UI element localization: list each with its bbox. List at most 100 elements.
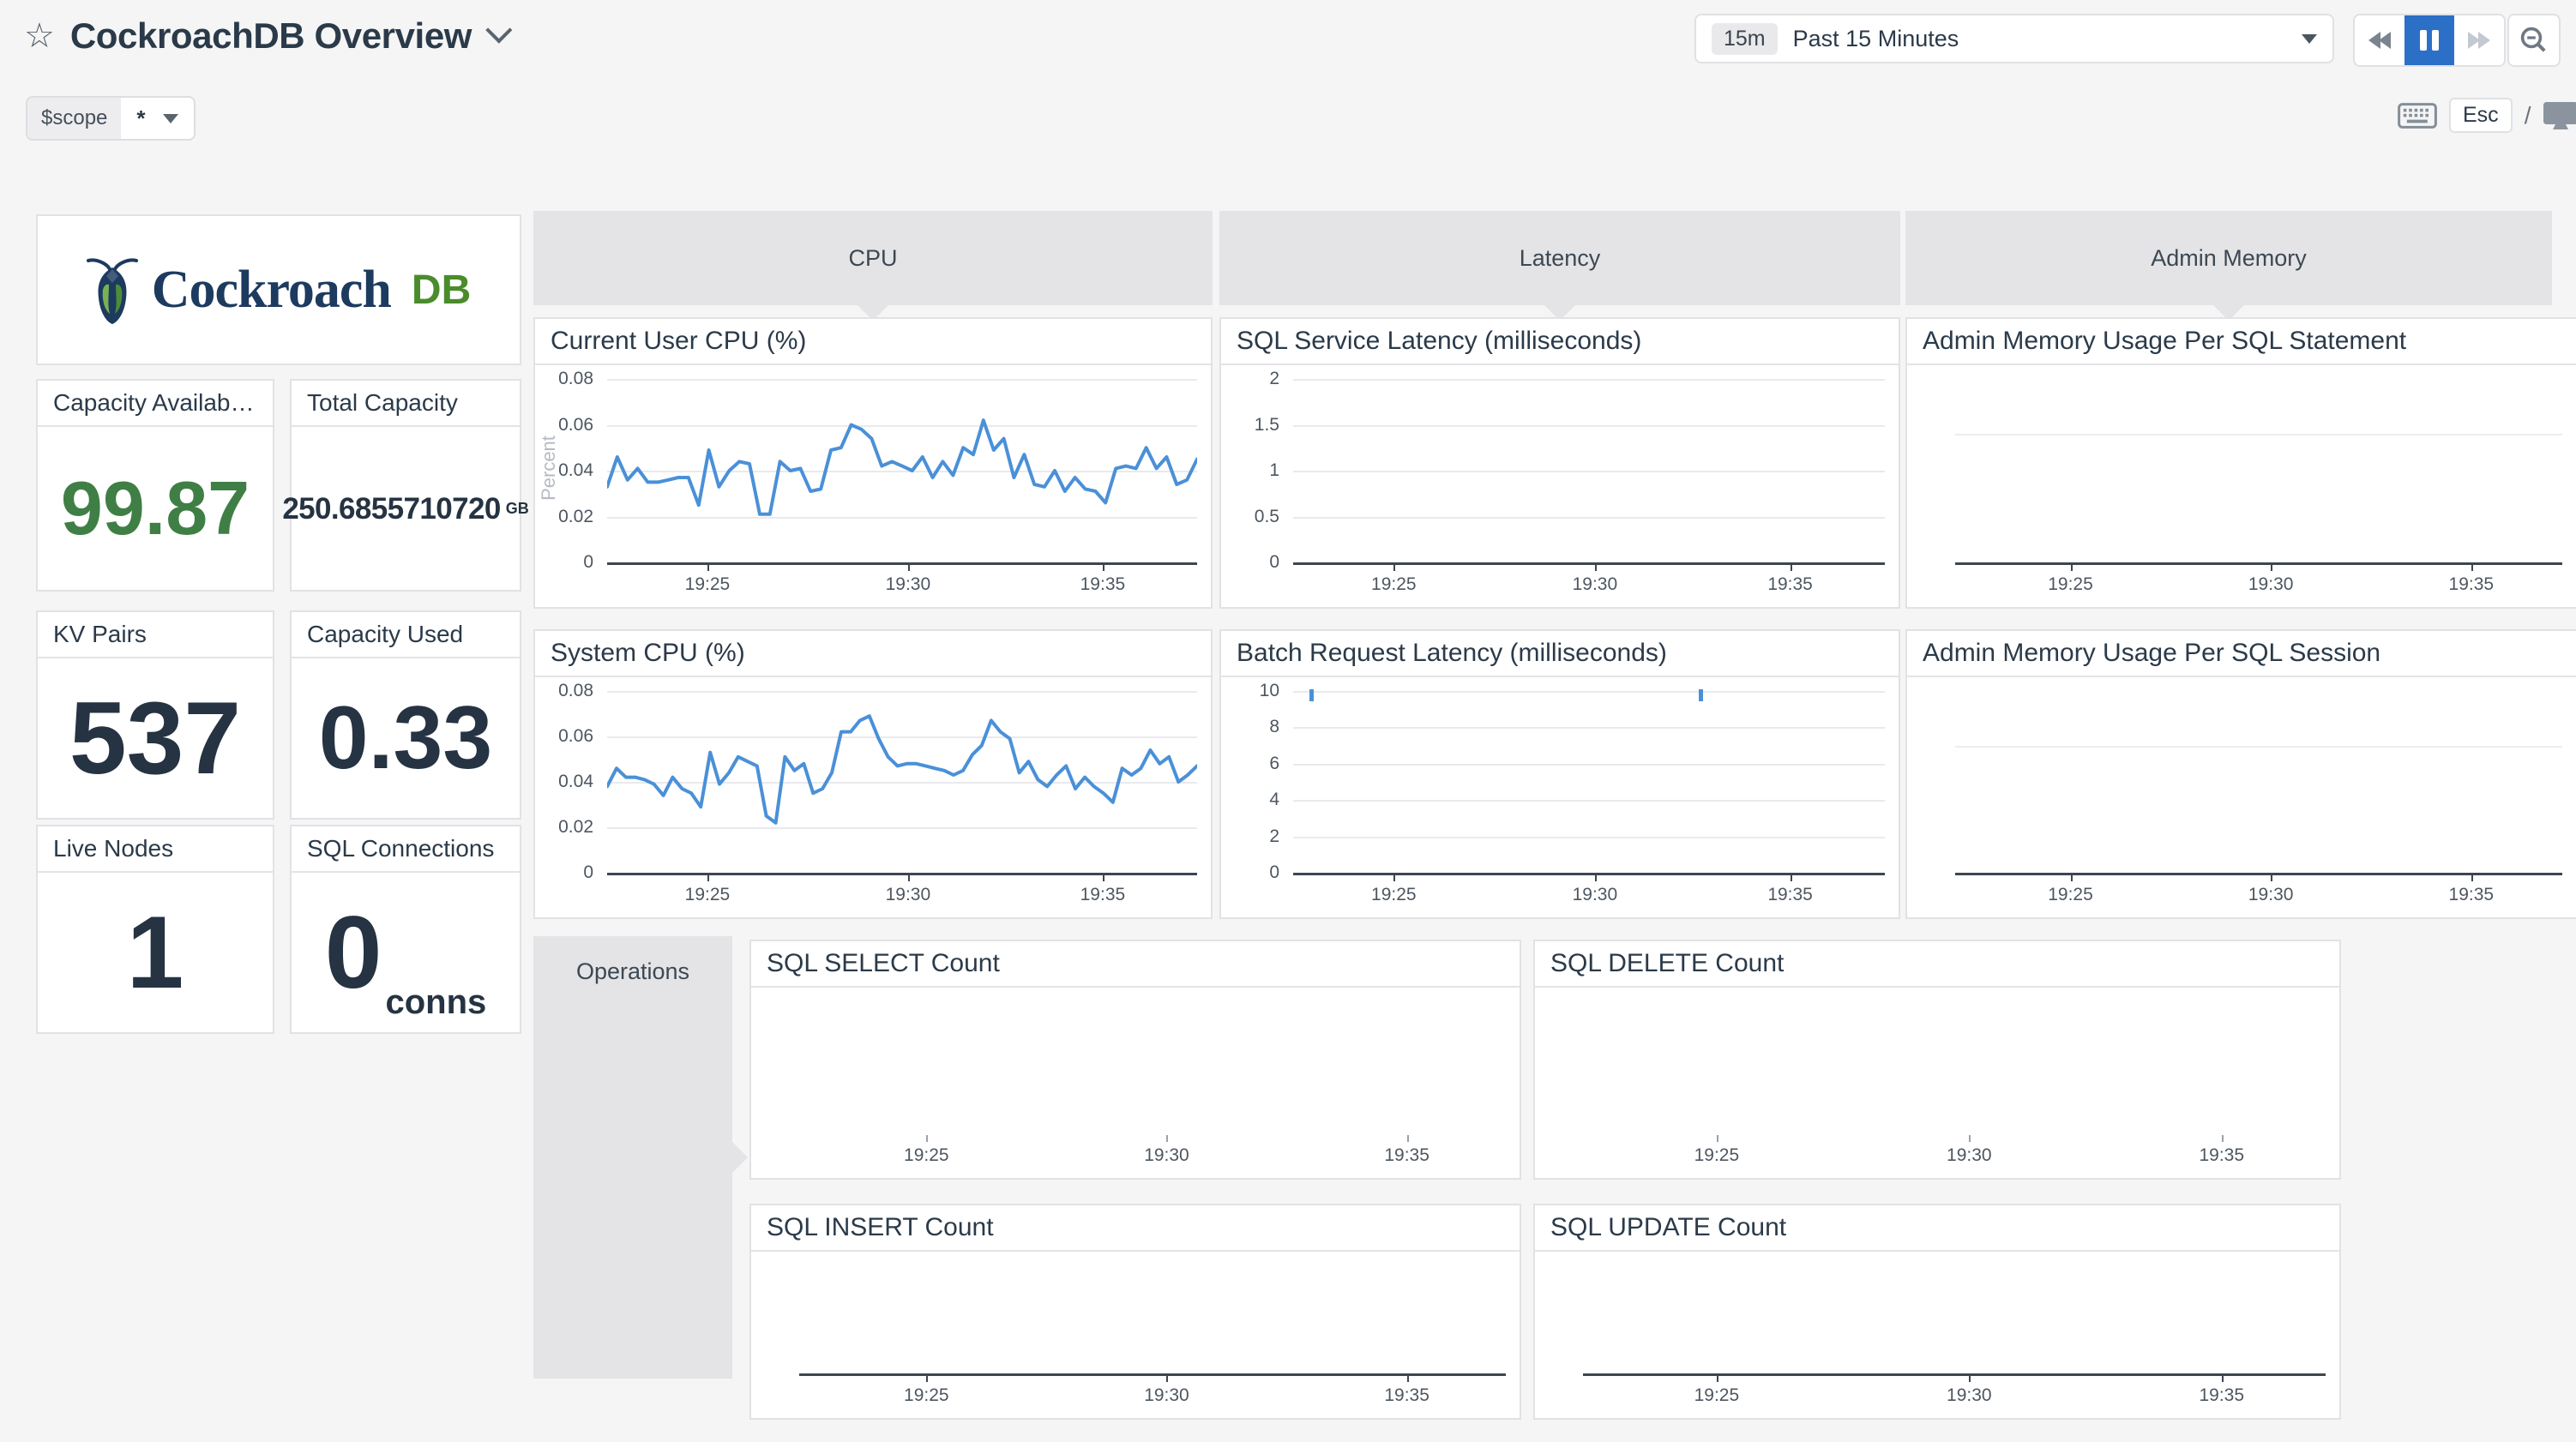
chart-plot-area[interactable]: 19:25 19:30 19:35: [1907, 365, 2576, 607]
gridline: [1293, 836, 1885, 838]
group-header-latency[interactable]: Latency: [1219, 211, 1900, 321]
stat-unit: GB: [505, 499, 529, 517]
xlab: 19:35: [1767, 885, 1813, 904]
shortcut-hints: Esc /: [2398, 98, 2576, 133]
xtick: [1166, 1135, 1169, 1142]
esc-keycap[interactable]: Esc: [2449, 98, 2513, 133]
chart-admin-memory-session: Admin Memory Usage Per SQL Session 19:25…: [1905, 629, 2576, 919]
chart-title[interactable]: Batch Request Latency (milliseconds): [1221, 631, 1899, 677]
ylab: 4: [1269, 790, 1279, 810]
ylab: 1: [1269, 460, 1279, 480]
ylab: 0.5: [1254, 506, 1279, 526]
stat-value: 0.33: [318, 688, 493, 788]
xtick: [1393, 874, 1396, 881]
group-header-cpu[interactable]: CPU: [533, 211, 1213, 321]
keyboard-icon[interactable]: [2398, 102, 2437, 129]
chevron-down-icon[interactable]: [485, 16, 513, 44]
group-header-operations[interactable]: Operations: [533, 936, 748, 1379]
chart-title[interactable]: System CPU (%): [535, 631, 1211, 677]
xtick: [907, 564, 910, 571]
page-title[interactable]: CockroachDB Overview: [69, 15, 472, 56]
ylab: 0.04: [558, 772, 593, 791]
chart-title[interactable]: SQL UPDATE Count: [1535, 1205, 2339, 1252]
gridline: [1293, 516, 1885, 519]
chart-title[interactable]: Current User CPU (%): [535, 319, 1211, 365]
ylab: 0: [583, 862, 593, 882]
xtick: [1790, 564, 1792, 571]
stat-value: 99.87: [60, 466, 250, 550]
xlab: 19:30: [1144, 1145, 1189, 1165]
chart-plot-area[interactable]: 0 0.02 0.04 0.06 0.08 19:25 19:30 19:35: [535, 677, 1211, 917]
chart-title[interactable]: SQL DELETE Count: [1535, 941, 2339, 988]
chart-plot-area[interactable]: 0 0.5 1 1.5 2 19:25 19:30 19:35: [1221, 365, 1899, 607]
gridline: [1293, 691, 1885, 693]
chart-title[interactable]: SQL Service Latency (milliseconds): [1221, 319, 1899, 365]
ylab: 6: [1269, 753, 1279, 773]
xtick: [2471, 564, 2473, 571]
chart-plot-area[interactable]: 19:25 19:30 19:35: [1535, 1252, 2339, 1418]
chart-title[interactable]: Admin Memory Usage Per SQL Statement: [1907, 319, 2576, 365]
forward-button[interactable]: [2454, 15, 2504, 65]
zoom-out-button[interactable]: [2507, 14, 2561, 67]
chart-plot-area[interactable]: 0 0.02 0.04 0.06 0.08 19:25 19:30 19:35 Percent: [535, 365, 1211, 607]
cockroachdb-logo-card: Cockroach DB: [36, 214, 521, 365]
group-header-admin-memory[interactable]: Admin Memory: [1905, 211, 2552, 321]
chart-title[interactable]: SQL INSERT Count: [751, 1205, 1520, 1252]
gridline: [1293, 379, 1885, 381]
xlab: 19:30: [1572, 574, 1618, 594]
chart-sql-service-latency: SQL Service Latency (milliseconds) 0 0.5 1…: [1219, 317, 1900, 609]
xlab: 19:30: [2248, 885, 2294, 904]
stat-card-sql-connections: SQL Connections 0 conns: [290, 825, 521, 1034]
xtick: [1969, 1135, 1971, 1142]
chart-plot-area[interactable]: 19:25 19:30 19:35: [751, 988, 1520, 1178]
ylab: 0: [583, 552, 593, 572]
stat-title: Live Nodes: [38, 826, 273, 873]
xtick: [707, 874, 709, 881]
top-bar: ☆ CockroachDB Overview 15m Past 15 Minut…: [0, 0, 2576, 82]
xtick: [1102, 874, 1104, 881]
xtick: [1166, 1375, 1169, 1382]
tv-mode-icon[interactable]: [2543, 101, 2576, 130]
ylab: 0.08: [558, 369, 593, 388]
chart-title[interactable]: SQL SELECT Count: [751, 941, 1520, 988]
chart-plot-area[interactable]: 19:25 19:30 19:35: [751, 1252, 1520, 1418]
ylab: 0.06: [558, 726, 593, 746]
time-range-selector[interactable]: 15m Past 15 Minutes: [1694, 14, 2334, 63]
chart-plot-area[interactable]: 19:25 19:30 19:35: [1907, 677, 2576, 917]
xlab: 19:35: [1080, 574, 1126, 594]
xlab: 19:35: [2448, 574, 2495, 594]
stat-unit: conns: [385, 983, 487, 1021]
ylab: 0.04: [558, 460, 593, 480]
xlab: 19:35: [2199, 1385, 2245, 1405]
xlab: 19:30: [1144, 1385, 1189, 1405]
chart-plot-area[interactable]: 19:25 19:30 19:35: [1535, 988, 2339, 1178]
chart-plot-area[interactable]: 0 2 4 6 8 10 19:25 19:30 19:35: [1221, 677, 1899, 917]
pause-button[interactable]: [2404, 15, 2454, 65]
gridline: [1955, 745, 2562, 748]
xlab: 19:25: [684, 574, 731, 594]
gridline: [1293, 800, 1885, 802]
xlab: 19:25: [1694, 1145, 1740, 1165]
ylab: 0.02: [558, 506, 593, 526]
ylab: 1.5: [1254, 414, 1279, 435]
gridline: [1293, 727, 1885, 730]
gridline: [1293, 763, 1885, 766]
stat-title: SQL Connections: [292, 826, 520, 873]
chart-current-user-cpu: Current User CPU (%) 0 0.02 0.04 0.06 0.08 19…: [533, 317, 1213, 609]
axisline: [607, 562, 1197, 565]
scope-variable-name: $scope: [27, 98, 122, 139]
magnifier-minus-icon: [2520, 27, 2546, 52]
chart-title[interactable]: Admin Memory Usage Per SQL Session: [1907, 631, 2576, 677]
favorite-star-icon[interactable]: ☆: [24, 17, 55, 55]
line-series: [607, 714, 1197, 825]
ylab: 0: [1269, 552, 1279, 572]
stat-title: KV Pairs: [38, 612, 273, 658]
gridline: [607, 827, 1197, 829]
xtick: [2271, 874, 2273, 881]
template-variable-scope[interactable]: $scope *: [26, 96, 196, 141]
pause-icon: [2420, 30, 2439, 51]
stat-card-capacity-used: Capacity Used 0.33: [290, 610, 521, 820]
rewind-button[interactable]: [2355, 15, 2404, 65]
axisline: [1293, 873, 1885, 875]
xtick: [926, 1135, 929, 1142]
